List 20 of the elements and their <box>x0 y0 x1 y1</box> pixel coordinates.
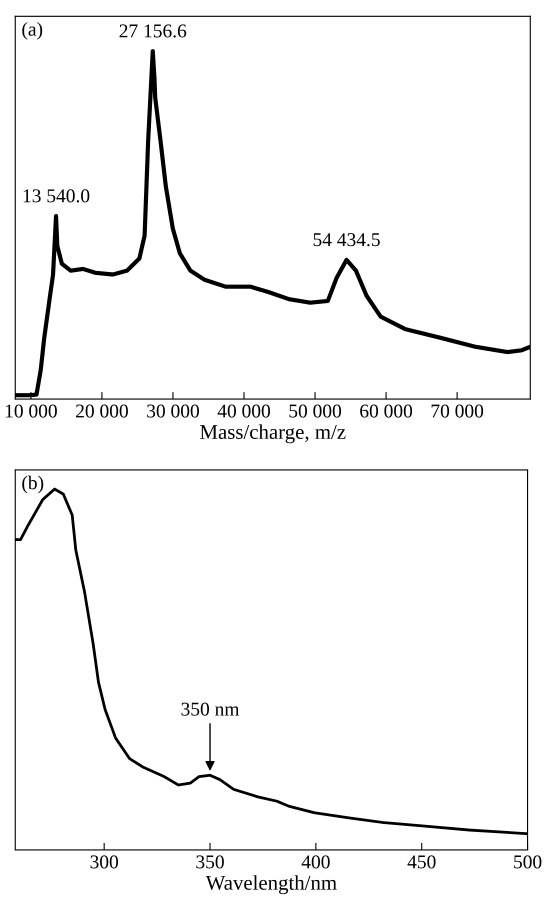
x-tick-label: 70 000 <box>432 404 484 418</box>
x-tick-label: 40 000 <box>218 404 270 418</box>
text: (a) <box>22 22 42 40</box>
x-tick-label: 10 000 <box>6 404 57 418</box>
annotation: 13 540.0 <box>24 189 90 202</box>
x-tick-label: 60 000 <box>360 404 412 418</box>
annotation: 27 156.6 <box>120 24 186 38</box>
x-tick-label: 350 <box>196 855 224 868</box>
x-tick-label: 500 <box>514 855 542 868</box>
x-tick-label: 400 <box>302 855 330 868</box>
annotation: (b) <box>22 476 44 494</box>
annotation: 54 434.5 <box>314 233 380 246</box>
x-tick-label: 20 000 <box>76 404 128 418</box>
x-tick-label: 450 <box>408 855 436 868</box>
x-tick-label: 50 000 <box>289 404 342 418</box>
x-axis-title: Mass/charge, m/z <box>200 424 346 444</box>
x-tick-label: 30 000 <box>147 404 199 418</box>
x-axis-title: Wavelength/nm <box>206 875 337 894</box>
x-tick-label: 300 <box>90 855 118 868</box>
annotation: 350 nm <box>182 702 240 716</box>
